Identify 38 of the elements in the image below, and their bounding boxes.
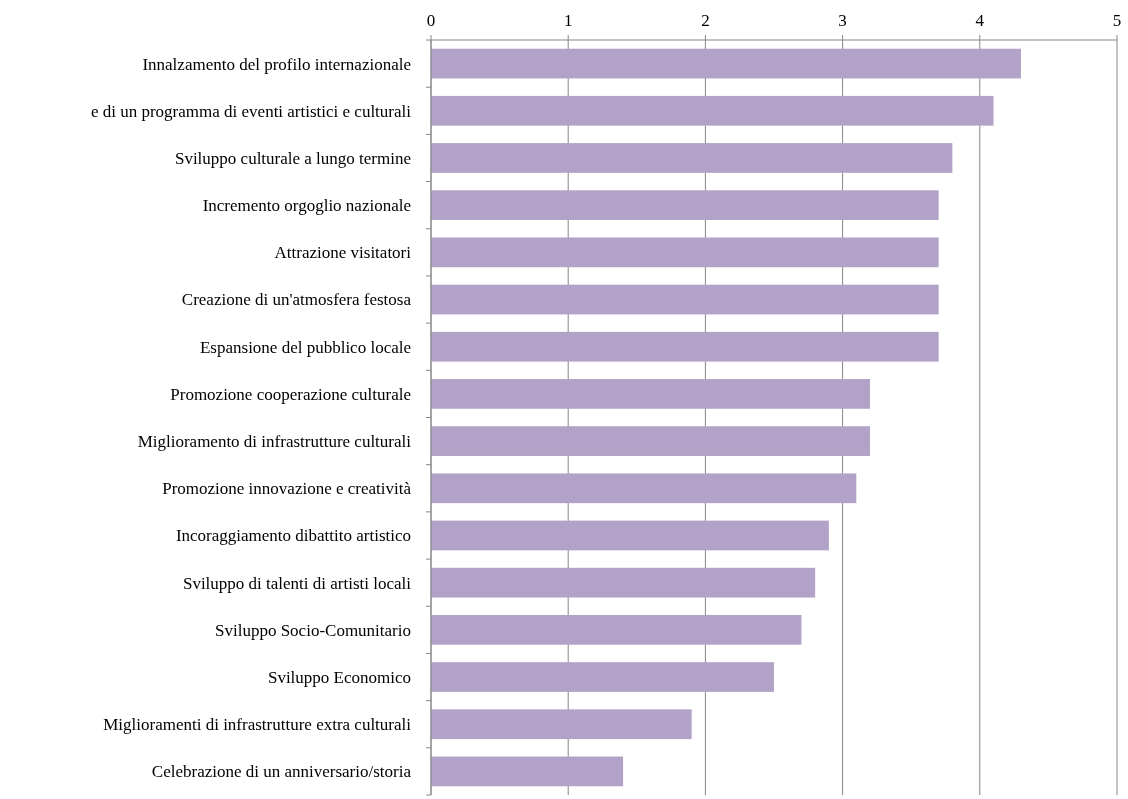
x-tick-label: 1 [563, 11, 573, 30]
y-tick-label: Espansione del pubblico locale [199, 337, 411, 357]
x-tick-label: 3 [838, 11, 847, 30]
y-tick-label: Creazione di un'atmosfera festosa [181, 290, 412, 310]
bar [431, 426, 871, 456]
y-tick-label: Innalzamento del profilo internazionale [142, 54, 411, 74]
bar [431, 520, 829, 551]
bar [431, 143, 953, 173]
y-tick-label: Sviluppo di talenti di artisti locali [182, 573, 412, 593]
y-tick-label: Miglioramento di infrastrutture culturali [137, 432, 412, 452]
x-tick-label: 5 [1112, 11, 1122, 30]
bar [431, 756, 624, 787]
bar [431, 48, 1021, 79]
bar [431, 379, 871, 409]
y-tick-label: Attrazione visitatori [274, 243, 412, 263]
y-tick-label: Incremento orgoglio nazionale [202, 196, 411, 216]
bar [431, 331, 939, 362]
bar [431, 284, 939, 315]
y-tick-label: Miglioramenti di infrastrutture extra culturali [103, 715, 412, 735]
y-tick-label: e di un programma di eventi artistici e culturali [90, 101, 412, 121]
bar [431, 662, 774, 692]
bar [431, 95, 994, 126]
bar [431, 190, 939, 221]
bar [431, 709, 692, 740]
y-tick-label: Promozione innovazione e creatività [162, 479, 412, 499]
y-tick-label: Incoraggiamento dibattito artistico [175, 526, 411, 546]
bar [431, 614, 802, 645]
x-tick-label: 4 [975, 11, 985, 30]
bar [431, 473, 857, 504]
y-tick-label: Sviluppo culturale a lungo termine [174, 148, 411, 168]
bar [431, 567, 816, 598]
y-tick-label: Sviluppo Socio-Comunitario [215, 620, 411, 640]
y-tick-label: Promozione cooperazione culturale [170, 384, 411, 404]
bar [431, 237, 939, 268]
x-tick-label: 2 [701, 11, 710, 30]
y-tick-label: Sviluppo Economico [267, 667, 411, 687]
x-tick-label: 0 [426, 11, 436, 30]
y-tick-label: Celebrazione di un anniversario/storia [151, 762, 412, 782]
